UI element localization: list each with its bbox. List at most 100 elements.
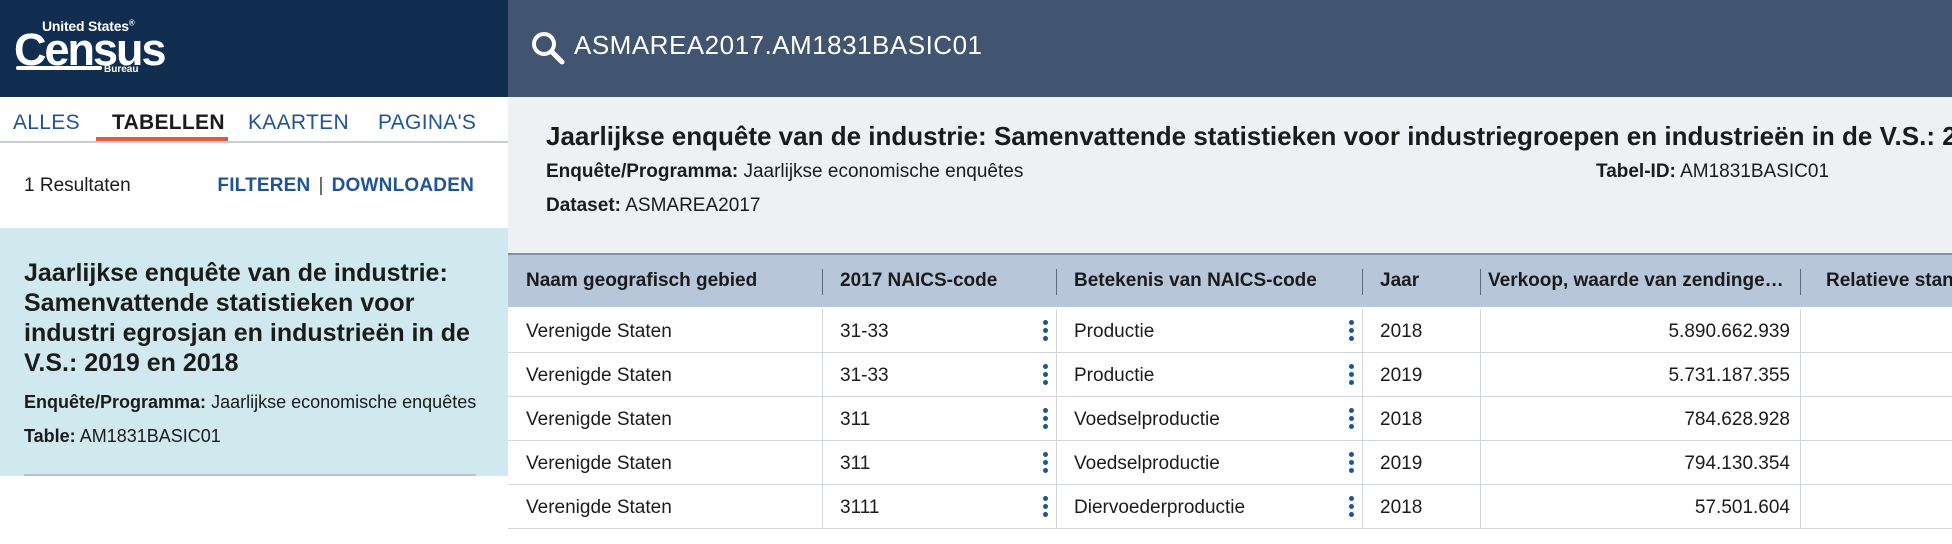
- result-table: Table: AM1831BASIC01: [24, 426, 221, 447]
- cell-sales: 794.130.354: [1684, 453, 1790, 474]
- table-program: Enquête/Programma: Jaarlijkse economisch…: [546, 161, 1023, 183]
- search-result-card[interactable]: Jaarlijkse enquête van de industrie: Sam…: [0, 228, 508, 476]
- tab-tabellen[interactable]: TABELLEN: [112, 111, 225, 134]
- column-header-naics-meaning[interactable]: Betekenis van NAICS-code: [1074, 270, 1317, 291]
- cell-geo: Verenigde Staten: [526, 497, 672, 518]
- column-divider: [822, 397, 823, 441]
- table-header-panel: Jaarlijkse enquête van de industrie: Sam…: [508, 97, 1952, 253]
- more-options-icon[interactable]: [1040, 495, 1050, 519]
- table-row[interactable]: Verenigde Staten 311 Voedselproductie 2019 7…: [508, 441, 1952, 485]
- cell-geo: Verenigde Staten: [526, 365, 672, 386]
- cell-naics: 3111: [840, 497, 880, 518]
- logo-swoosh: [16, 66, 102, 70]
- logo-bar: United States® Census Bureau: [0, 0, 508, 97]
- cell-year: 2019: [1380, 365, 1423, 386]
- column-divider[interactable]: [1056, 269, 1057, 295]
- logo-bottom-text: Bureau: [104, 64, 139, 75]
- action-separator: |: [318, 175, 324, 196]
- cell-naics-meaning: Diervoederproductie: [1074, 497, 1246, 518]
- table-id-value: AM1831BASIC01: [1680, 161, 1830, 182]
- column-divider: [1800, 441, 1801, 485]
- column-divider[interactable]: [822, 269, 823, 295]
- more-options-icon[interactable]: [1040, 319, 1050, 343]
- download-button[interactable]: DOWNLOADEN: [331, 175, 474, 196]
- search-bar[interactable]: ASMAREA2017.AM1831BASIC01: [508, 0, 1952, 97]
- column-header-geo[interactable]: Naam geografisch gebied: [526, 270, 758, 291]
- table-title: Jaarlijkse enquête van de industrie: Sam…: [546, 121, 1952, 151]
- column-divider: [1480, 485, 1481, 529]
- cell-year: 2018: [1380, 497, 1423, 518]
- result-tabs: ALLES TABELLEN KAARTEN PAGINA'S: [0, 97, 508, 143]
- cell-naics-meaning: Voedselproductie: [1074, 409, 1220, 430]
- column-divider: [1800, 397, 1801, 441]
- search-input[interactable]: ASMAREA2017.AM1831BASIC01: [574, 30, 983, 60]
- table-dataset: Dataset: ASMAREA2017: [546, 195, 760, 217]
- cell-naics: 311: [840, 409, 871, 430]
- more-options-icon[interactable]: [1346, 495, 1356, 519]
- more-options-icon[interactable]: [1346, 319, 1356, 343]
- census-logo[interactable]: United States® Census Bureau: [14, 14, 167, 78]
- cell-sales: 784.628.928: [1684, 409, 1790, 430]
- tab-kaarten[interactable]: KAARTEN: [248, 111, 349, 134]
- result-table-value: AM1831BASIC01: [79, 426, 221, 446]
- column-divider: [1800, 353, 1801, 397]
- column-divider[interactable]: [1480, 269, 1481, 295]
- column-header-year[interactable]: Jaar: [1380, 270, 1420, 291]
- table-row[interactable]: Verenigde Staten 311 Voedselproductie 2018 7…: [508, 397, 1952, 441]
- table-row[interactable]: Verenigde Staten 3111 Diervoederproductie 2…: [508, 485, 1952, 529]
- column-divider: [1800, 485, 1801, 529]
- search-icon[interactable]: [530, 30, 566, 66]
- table-row[interactable]: Verenigde Staten 31-33 Productie 2019 5.731.…: [508, 353, 1952, 397]
- table-row[interactable]: Verenigde Staten 31-33 Productie 2018 5.890.…: [508, 309, 1952, 353]
- cell-sales: 57.501.604: [1694, 497, 1790, 518]
- cell-naics-meaning: Voedselproductie: [1074, 453, 1220, 474]
- column-divider: [1480, 441, 1481, 485]
- column-divider: [1362, 353, 1363, 397]
- column-header-rse[interactable]: Relatieve standaardfout: [1826, 270, 1952, 291]
- column-divider: [1056, 309, 1057, 353]
- column-header-naics[interactable]: 2017 NAICS-code: [840, 270, 998, 291]
- cell-geo: Verenigde Staten: [526, 453, 672, 474]
- column-divider: [1056, 485, 1057, 529]
- column-divider: [822, 485, 823, 529]
- cell-sales: 5.890.662.939: [1668, 321, 1790, 342]
- table-header-row: Naam geografisch gebied 2017 NAICS-code …: [508, 253, 1952, 307]
- column-divider: [1362, 397, 1363, 441]
- column-divider: [822, 353, 823, 397]
- result-program: Enquête/Programma: Jaarlijkse economisch…: [24, 392, 476, 413]
- column-divider: [1056, 353, 1057, 397]
- tab-paginas[interactable]: PAGINA'S: [378, 111, 477, 134]
- column-divider[interactable]: [1362, 269, 1363, 295]
- cell-geo: Verenigde Staten: [526, 321, 672, 342]
- column-divider: [1800, 309, 1801, 353]
- result-title[interactable]: Jaarlijkse enquête van de industrie: Sam…: [24, 259, 470, 377]
- table-id: Tabel-ID: AM1831BASIC01: [1596, 161, 1829, 183]
- more-options-icon[interactable]: [1346, 363, 1356, 387]
- cell-naics: 31-33: [840, 321, 889, 342]
- more-options-icon[interactable]: [1346, 407, 1356, 431]
- column-divider[interactable]: [1800, 269, 1801, 295]
- column-divider: [1362, 309, 1363, 353]
- cell-sales: 5.731.187.355: [1668, 365, 1790, 386]
- table-id-label: Tabel-ID:: [1596, 161, 1676, 182]
- result-table-label: Table:: [24, 426, 76, 446]
- more-options-icon[interactable]: [1346, 451, 1356, 475]
- more-options-icon[interactable]: [1040, 363, 1050, 387]
- column-divider: [1056, 441, 1057, 485]
- column-divider: [1480, 397, 1481, 441]
- tab-alles[interactable]: ALLES: [13, 111, 80, 134]
- main-panel: ASMAREA2017.AM1831BASIC01 Jaarlijkse enq…: [508, 0, 1952, 544]
- table-program-value: Jaarlijkse economische enquêtes: [743, 161, 1024, 182]
- logo-registered-mark: ®: [128, 18, 135, 28]
- filter-button[interactable]: FILTEREN: [217, 175, 311, 196]
- column-divider: [822, 441, 823, 485]
- active-tab-indicator: [96, 137, 228, 141]
- column-header-sales[interactable]: Verkoop, waarde van zendingen, …: [1488, 270, 1788, 291]
- more-options-icon[interactable]: [1040, 407, 1050, 431]
- column-divider: [1362, 441, 1363, 485]
- cell-naics: 311: [840, 453, 871, 474]
- cell-naics-meaning: Productie: [1074, 321, 1155, 342]
- more-options-icon[interactable]: [1040, 451, 1050, 475]
- cell-naics: 31-33: [840, 365, 889, 386]
- cell-naics-meaning: Productie: [1074, 365, 1155, 386]
